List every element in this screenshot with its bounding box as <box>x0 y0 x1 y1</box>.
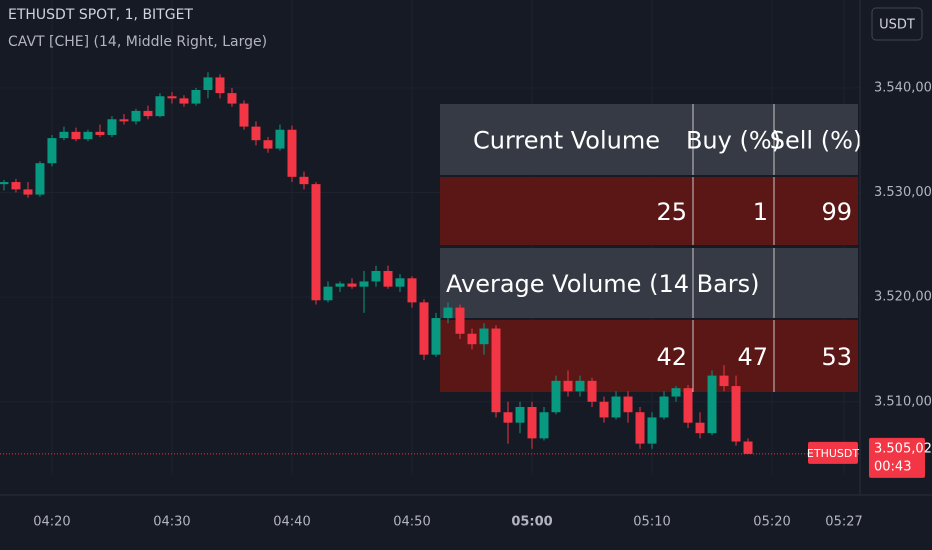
table-cell: Current Volume <box>473 127 660 155</box>
candle-body <box>659 396 669 418</box>
candle-body <box>635 412 645 444</box>
currency-button[interactable] <box>871 7 923 41</box>
x-tick-label: 05:20 <box>753 515 790 530</box>
price-tag <box>869 437 925 478</box>
candle-body <box>443 307 453 319</box>
candle-body <box>563 380 573 392</box>
y-tick-label: 3.530,00 <box>874 185 932 200</box>
candle-body <box>299 176 309 185</box>
candle-body <box>371 270 381 282</box>
candle-body <box>47 138 57 164</box>
candle-body <box>323 286 333 301</box>
candle-body <box>287 129 297 177</box>
candle-body <box>347 283 357 287</box>
candle-body <box>167 96 177 99</box>
candle-body <box>215 77 225 94</box>
candle-body <box>575 380 585 392</box>
x-tick-label: 04:40 <box>273 515 310 530</box>
candle-body <box>743 441 753 454</box>
candle-body <box>311 184 321 301</box>
candle-body <box>119 119 129 122</box>
candle-body <box>263 140 273 149</box>
candle-body <box>479 328 489 345</box>
table-cell: 53 <box>821 343 852 371</box>
candle-body <box>599 401 609 418</box>
candle-body <box>191 89 201 104</box>
price-tag-label: 3.505,02 <box>874 441 932 456</box>
candle-body <box>227 93 237 104</box>
candle-body <box>419 302 429 355</box>
symbol-tag-label: ETHUSDT <box>807 447 859 460</box>
table-value-row <box>440 177 858 245</box>
x-tick-label: 05:10 <box>633 515 670 530</box>
candle-body <box>203 77 213 90</box>
table-value-row <box>440 320 858 392</box>
candle-body <box>515 406 525 423</box>
x-tick-label: 04:30 <box>153 515 190 530</box>
candle-body <box>143 110 153 117</box>
candle-body <box>239 103 249 127</box>
candle-body <box>683 388 693 423</box>
candle-body <box>11 182 21 190</box>
candle-body <box>719 375 729 387</box>
candle-body <box>395 278 405 287</box>
candle-body <box>587 380 597 402</box>
candle-body <box>251 126 261 141</box>
table-cell: 99 <box>821 198 852 226</box>
x-tick-label: 05:00 <box>511 515 552 530</box>
candle-body <box>551 380 561 413</box>
candle-body <box>359 281 369 287</box>
candle-body <box>731 386 741 442</box>
candle-body <box>503 412 513 423</box>
candle-body <box>671 388 681 397</box>
table-cell: 42 <box>656 343 687 371</box>
symbol-tag <box>808 441 858 464</box>
table-cell: Buy (%) <box>686 127 781 155</box>
candle-body <box>539 412 549 439</box>
candle-body <box>107 119 117 135</box>
table-label-row <box>440 104 858 175</box>
table-cell: 1 <box>753 198 768 226</box>
y-tick-label: 3.520,00 <box>874 290 932 305</box>
indicator-title: CAVT [CHE] (14, Middle Right, Large) <box>8 34 267 50</box>
candle-body <box>275 129 285 149</box>
candle-body <box>131 110 141 122</box>
candle-body <box>35 163 45 195</box>
candle-body <box>179 98 189 104</box>
x-tick-label: 04:20 <box>33 515 70 530</box>
candle-body <box>707 375 717 434</box>
candle-body <box>71 131 81 140</box>
x-tick-label: 05:27 <box>825 515 862 530</box>
candle-body <box>623 396 633 413</box>
candle-body <box>0 182 9 185</box>
candle-body <box>455 307 465 334</box>
x-tick-label: 04:50 <box>393 515 430 530</box>
candle-body <box>647 417 657 444</box>
y-tick-label: 3.510,00 <box>874 394 932 409</box>
symbol-title: ETHUSDT SPOT, 1, BITGET <box>8 7 193 23</box>
candle-body <box>335 283 345 287</box>
candle-body <box>83 131 93 140</box>
candle-body <box>695 422 705 434</box>
table-label-row <box>440 248 858 318</box>
candle-body <box>611 396 621 418</box>
candle-body <box>23 189 33 195</box>
candle-body <box>527 406 537 439</box>
y-tick-label: 3.540,00 <box>874 80 932 95</box>
currency-label[interactable]: USDT <box>879 18 915 33</box>
candle-body <box>491 328 501 413</box>
candle-body <box>155 96 165 117</box>
candle-body <box>467 333 477 345</box>
candle-body <box>95 131 105 135</box>
countdown-label: 00:43 <box>874 459 911 474</box>
candle-body <box>59 131 69 139</box>
candle-body <box>431 318 441 355</box>
table-cell: Sell (%) <box>770 127 863 155</box>
candle-body <box>383 270 393 287</box>
candle-body <box>407 278 417 303</box>
table-cell: 25 <box>656 198 687 226</box>
table-cell: Average Volume (14 Bars) <box>446 270 760 298</box>
table-cell: 47 <box>737 343 768 371</box>
